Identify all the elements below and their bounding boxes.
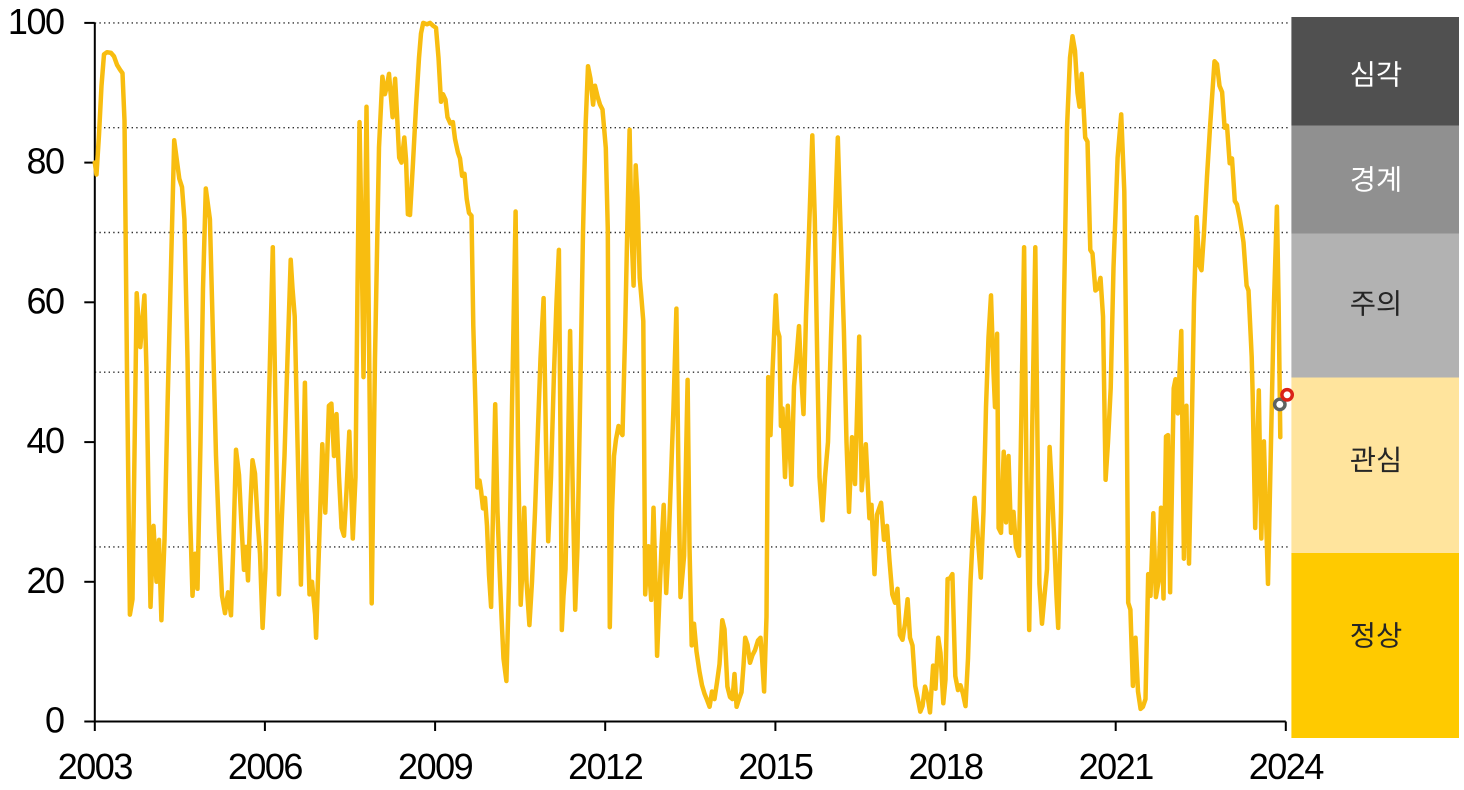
svg-text:2012: 2012 [568, 746, 643, 785]
svg-text:80: 80 [26, 141, 64, 182]
svg-text:2018: 2018 [908, 746, 983, 785]
svg-text:20: 20 [26, 560, 64, 601]
svg-text:2003: 2003 [58, 746, 133, 785]
svg-text:2015: 2015 [738, 746, 813, 785]
svg-text:100: 100 [8, 1, 64, 42]
svg-text:60: 60 [26, 280, 64, 321]
svg-text:2021: 2021 [1079, 746, 1154, 785]
svg-text:40: 40 [26, 420, 64, 461]
svg-text:2024: 2024 [1249, 746, 1324, 785]
svg-text:2006: 2006 [228, 746, 303, 785]
svg-text:2009: 2009 [398, 746, 473, 785]
svg-text:0: 0 [45, 700, 64, 741]
